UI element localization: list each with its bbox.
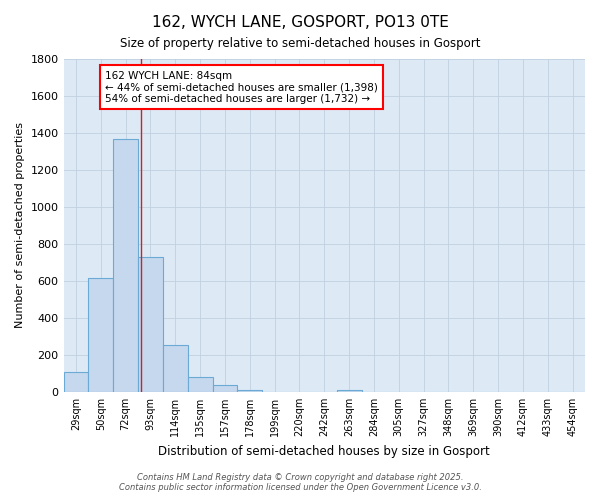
Bar [138,257,163,392]
Y-axis label: Number of semi-detached properties: Number of semi-detached properties [15,122,25,328]
Bar [163,345,188,392]
Text: Contains HM Land Registry data © Crown copyright and database right 2025.
Contai: Contains HM Land Registry data © Crown c… [119,473,481,492]
Bar [238,390,262,392]
Text: 162, WYCH LANE, GOSPORT, PO13 0TE: 162, WYCH LANE, GOSPORT, PO13 0TE [152,15,448,30]
Bar [64,372,88,392]
Text: Size of property relative to semi-detached houses in Gosport: Size of property relative to semi-detach… [120,38,480,51]
Bar [113,138,138,392]
Bar [212,386,238,392]
Bar [88,278,113,392]
Text: 162 WYCH LANE: 84sqm
← 44% of semi-detached houses are smaller (1,398)
54% of se: 162 WYCH LANE: 84sqm ← 44% of semi-detac… [105,70,378,104]
Bar [188,377,212,392]
Bar [337,390,362,392]
X-axis label: Distribution of semi-detached houses by size in Gosport: Distribution of semi-detached houses by … [158,444,490,458]
